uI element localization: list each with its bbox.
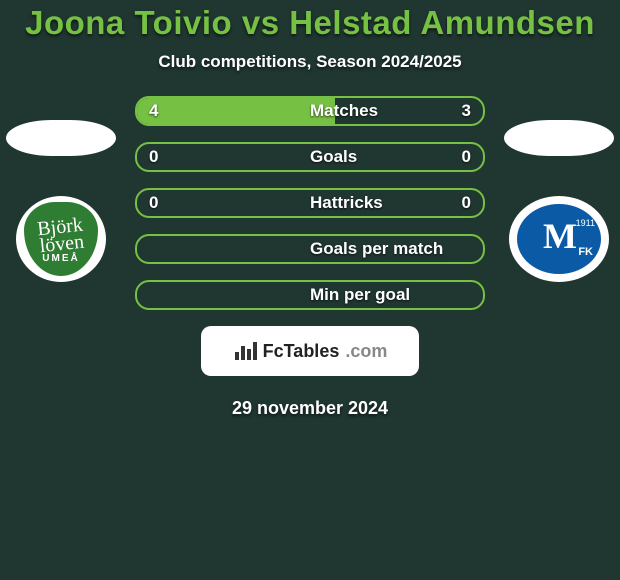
stat-label: Hattricks xyxy=(310,193,383,213)
date-line: 29 november 2024 xyxy=(0,398,620,419)
stat-label: Goals per match xyxy=(310,239,443,259)
left-club-badge: Björk löven UMEÅ xyxy=(16,196,106,282)
left-club-script: Björk löven xyxy=(37,216,86,255)
stat-label: Matches xyxy=(310,101,378,121)
stat-fill-left xyxy=(137,98,335,124)
right-flag-icon xyxy=(504,120,614,156)
left-player-column: Björk löven UMEÅ xyxy=(6,120,116,282)
bar-chart-icon xyxy=(233,340,257,362)
brand-box: FcTables.com xyxy=(201,326,419,376)
subtitle: Club competitions, Season 2024/2025 xyxy=(0,52,620,72)
brand-first: FcTables xyxy=(263,341,340,362)
stat-left-value: 4 xyxy=(149,101,158,121)
brand-second: .com xyxy=(345,341,387,362)
stat-right-value: 0 xyxy=(462,147,471,167)
stat-label: Min per goal xyxy=(310,285,410,305)
left-club-subtext: UMEÅ xyxy=(42,253,79,264)
right-club-year: 1911 xyxy=(576,218,595,228)
right-player-column: 1911 M FK xyxy=(504,120,614,282)
stat-right-value: 0 xyxy=(462,193,471,213)
stat-right-value: 3 xyxy=(462,101,471,121)
stats-column: 4 Matches 3 0 Goals 0 0 Hattricks 0 Goals per mat… xyxy=(135,96,485,310)
stat-row: 0 Goals 0 xyxy=(135,142,485,172)
left-flag-icon xyxy=(6,120,116,156)
stat-row: 4 Matches 3 xyxy=(135,96,485,126)
comparison-card: Joona Toivio vs Helstad Amundsen Club co… xyxy=(0,0,620,580)
right-club-fk: FK xyxy=(578,246,593,258)
right-club-badge: 1911 M FK xyxy=(509,196,609,282)
stat-row: 0 Hattricks 0 xyxy=(135,188,485,218)
stat-label: Goals xyxy=(310,147,357,167)
page-title: Joona Toivio vs Helstad Amundsen xyxy=(0,4,620,42)
stat-row: Min per goal xyxy=(135,280,485,310)
stat-row: Goals per match xyxy=(135,234,485,264)
stat-left-value: 0 xyxy=(149,147,158,167)
right-club-letter: M xyxy=(543,215,575,257)
stat-left-value: 0 xyxy=(149,193,158,213)
